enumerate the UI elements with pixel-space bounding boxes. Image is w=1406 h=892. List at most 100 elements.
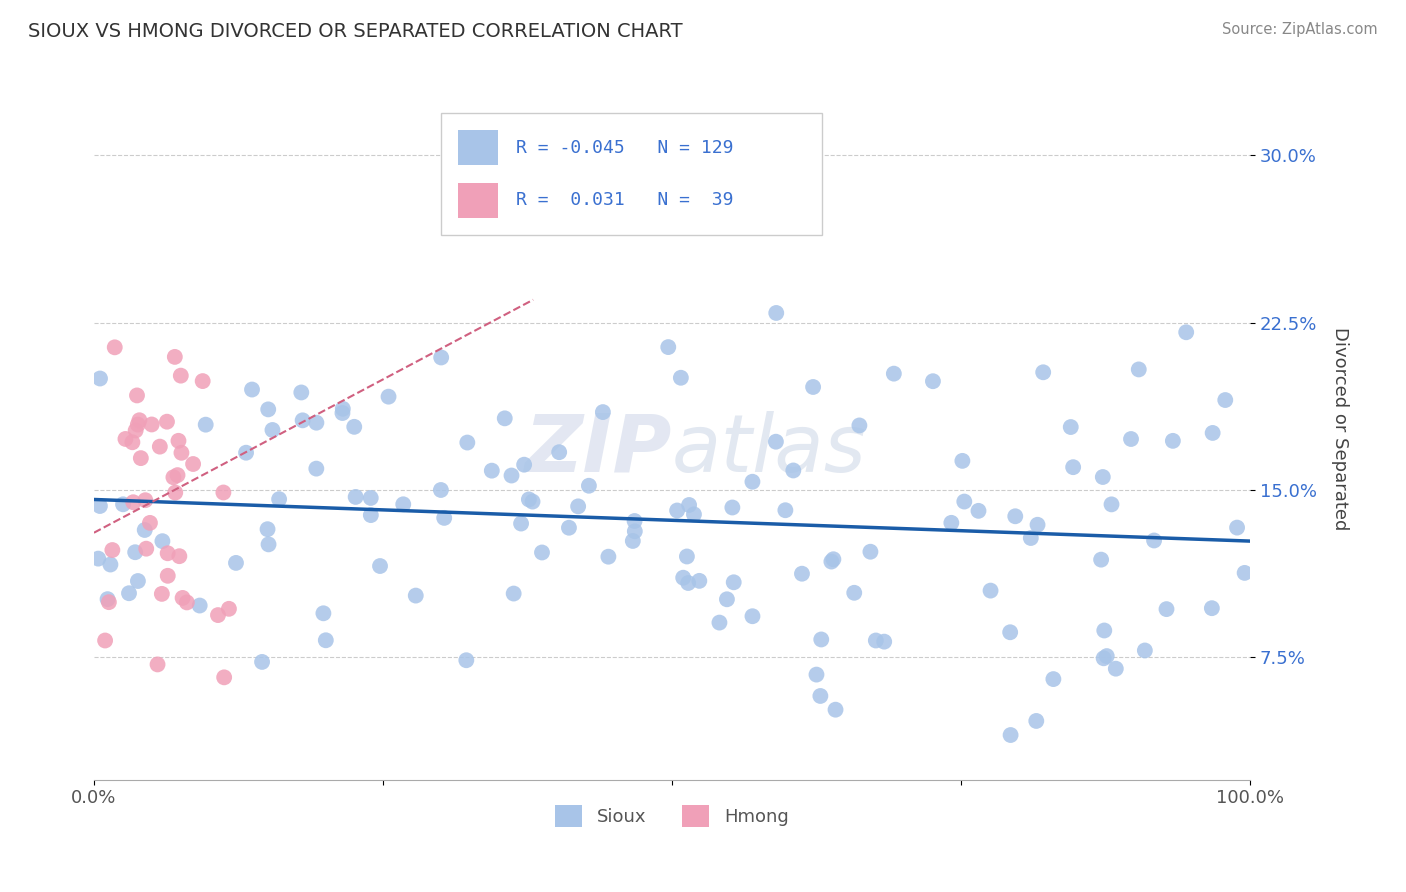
Y-axis label: Divorced or Separated: Divorced or Separated — [1331, 326, 1348, 530]
Point — [1025, 714, 1047, 728]
Point — [1175, 325, 1198, 339]
Text: R = -0.045   N = 129: R = -0.045 N = 129 — [516, 138, 734, 157]
Point — [782, 463, 804, 477]
Point — [953, 494, 976, 508]
Point — [1060, 420, 1083, 434]
Point — [392, 497, 415, 511]
Point — [806, 667, 828, 681]
Point — [129, 451, 152, 466]
Point — [666, 503, 689, 517]
Point — [169, 549, 191, 564]
Point — [152, 534, 174, 549]
Point — [97, 595, 120, 609]
Point — [344, 490, 367, 504]
Point — [360, 508, 382, 522]
Point — [433, 511, 456, 525]
Text: Source: ZipAtlas.com: Source: ZipAtlas.com — [1222, 22, 1378, 37]
Point — [332, 406, 354, 420]
Point — [156, 415, 179, 429]
Text: atlas: atlas — [672, 410, 866, 489]
Point — [312, 607, 335, 621]
Point — [1201, 601, 1223, 615]
Point — [139, 516, 162, 530]
Point — [844, 586, 866, 600]
Point — [212, 485, 235, 500]
Point — [848, 418, 870, 433]
Point — [513, 458, 536, 472]
Text: SIOUX VS HMONG DIVORCED OR SEPARATED CORRELATION CHART: SIOUX VS HMONG DIVORCED OR SEPARATED COR… — [28, 22, 683, 41]
Point — [1019, 531, 1042, 545]
Point — [235, 446, 257, 460]
Point — [801, 380, 824, 394]
Point — [332, 401, 354, 416]
Point — [1092, 624, 1115, 638]
Point — [1119, 432, 1142, 446]
Point — [1161, 434, 1184, 448]
Point — [522, 182, 544, 196]
Point — [170, 368, 193, 383]
Point — [676, 549, 699, 564]
Point — [125, 388, 148, 402]
Point — [124, 545, 146, 559]
Point — [218, 602, 240, 616]
Point — [723, 575, 745, 590]
Point — [592, 405, 614, 419]
Point — [1090, 552, 1112, 566]
Point — [165, 485, 187, 500]
Point — [377, 390, 399, 404]
Point — [172, 591, 194, 605]
Point — [1092, 651, 1115, 665]
Point — [101, 543, 124, 558]
Point — [1213, 392, 1236, 407]
Point — [967, 504, 990, 518]
Legend: Sioux, Hmong: Sioux, Hmong — [548, 797, 796, 834]
Point — [1128, 362, 1150, 376]
Point — [240, 383, 263, 397]
Point — [162, 470, 184, 484]
Point — [494, 411, 516, 425]
Point — [530, 545, 553, 559]
Point — [368, 559, 391, 574]
Point — [212, 670, 235, 684]
Point — [678, 498, 700, 512]
Point — [672, 571, 695, 585]
Point — [100, 558, 122, 572]
Point — [430, 351, 453, 365]
Point — [94, 633, 117, 648]
Point — [188, 599, 211, 613]
Point — [765, 306, 787, 320]
Point — [501, 468, 523, 483]
Point — [89, 371, 111, 385]
Point — [883, 367, 905, 381]
Point — [112, 497, 135, 511]
Point — [790, 566, 813, 581]
Point — [1091, 470, 1114, 484]
Point — [170, 446, 193, 460]
Point — [1101, 497, 1123, 511]
Point — [256, 522, 278, 536]
Point — [623, 514, 645, 528]
Point — [865, 633, 887, 648]
Point — [456, 435, 478, 450]
Point — [522, 494, 544, 508]
Point — [683, 508, 706, 522]
Point — [765, 434, 787, 449]
Point — [291, 413, 314, 427]
Point — [859, 545, 882, 559]
Point — [808, 689, 831, 703]
Text: ZIP: ZIP — [524, 410, 672, 489]
Point — [676, 576, 699, 591]
Point — [128, 413, 150, 427]
Point — [1032, 365, 1054, 379]
Point — [207, 608, 229, 623]
Point — [950, 454, 973, 468]
Point — [134, 523, 156, 537]
Point — [820, 555, 842, 569]
Point — [405, 589, 427, 603]
Point — [517, 492, 540, 507]
Point — [578, 479, 600, 493]
Point — [824, 703, 846, 717]
FancyBboxPatch shape — [458, 130, 499, 165]
Text: R =  0.031   N =  39: R = 0.031 N = 39 — [516, 191, 734, 210]
Point — [257, 402, 280, 417]
